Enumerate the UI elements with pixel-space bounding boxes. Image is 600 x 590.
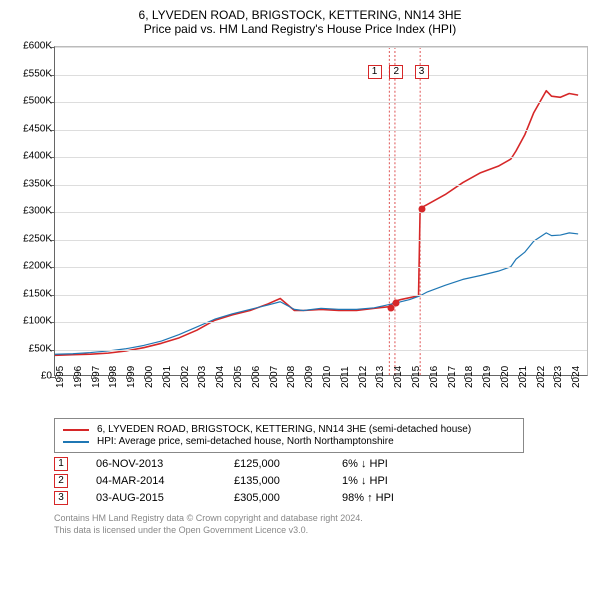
events-table: 1 06-NOV-2013 £125,000 6% ↓ HPI 2 04-MAR-2014… <box>54 457 592 505</box>
event-price: £305,000 <box>234 492 314 504</box>
event-delta: 6% ↓ HPI <box>342 458 388 470</box>
title-line-1: 6, LYVEDEN ROAD, BRIGSTOCK, KETTERING, N… <box>8 8 592 22</box>
x-axis-label: 2008 <box>286 366 297 388</box>
footer-line-2: This data is licensed under the Open Gov… <box>54 525 592 537</box>
x-axis-label: 2023 <box>553 366 564 388</box>
x-axis-label: 2002 <box>180 366 191 388</box>
x-axis-label: 2006 <box>251 366 262 388</box>
legend-swatch <box>63 429 89 431</box>
y-axis-label: £550K <box>12 68 52 79</box>
x-axis-label: 2004 <box>215 366 226 388</box>
legend-row: HPI: Average price, semi-detached house,… <box>63 436 515 447</box>
sale-marker-dot <box>393 299 400 306</box>
y-axis-label: £350K <box>12 178 52 189</box>
y-axis-label: £450K <box>12 123 52 134</box>
event-number-box: 2 <box>54 474 68 488</box>
x-axis-label: 2011 <box>340 366 351 388</box>
legend-swatch <box>63 441 89 443</box>
legend: 6, LYVEDEN ROAD, BRIGSTOCK, KETTERING, N… <box>54 418 524 453</box>
x-axis-label: 1996 <box>73 366 84 388</box>
sale-marker-dot <box>418 206 425 213</box>
x-axis-label: 2022 <box>536 366 547 388</box>
event-price: £125,000 <box>234 458 314 470</box>
legend-label: HPI: Average price, semi-detached house,… <box>97 436 394 447</box>
event-marker-box: 3 <box>415 65 429 79</box>
x-axis-label: 1997 <box>91 366 102 388</box>
y-axis-label: £150K <box>12 288 52 299</box>
sale-marker-dot <box>387 305 394 312</box>
event-row: 3 03-AUG-2015 £305,000 98% ↑ HPI <box>54 491 592 505</box>
y-axis-label: £300K <box>12 206 52 217</box>
y-axis-label: £100K <box>12 316 52 327</box>
x-axis-label: 1999 <box>126 366 137 388</box>
y-axis-label: £250K <box>12 233 52 244</box>
x-axis-label: 2018 <box>464 366 475 388</box>
y-axis-label: £400K <box>12 151 52 162</box>
chart-area: 1995 1996 1997 1998 1999 2000 2001 2002 2003 2004… <box>8 42 592 412</box>
y-axis-label: £50K <box>12 343 52 354</box>
x-axis-label: 2007 <box>269 366 280 388</box>
event-date: 04-MAR-2014 <box>96 475 206 487</box>
event-date: 03-AUG-2015 <box>96 492 206 504</box>
plot-region: 1995199619971998199920002001200220032004… <box>54 46 588 376</box>
event-number-box: 1 <box>54 457 68 471</box>
x-axis-label: 2014 <box>393 366 404 388</box>
x-axis-label: 2019 <box>482 366 493 388</box>
event-delta: 98% ↑ HPI <box>342 492 394 504</box>
legend-row: 6, LYVEDEN ROAD, BRIGSTOCK, KETTERING, N… <box>63 424 515 435</box>
y-axis-label: £500K <box>12 96 52 107</box>
x-axis-label: 2024 <box>571 366 582 388</box>
y-axis-label: £600K <box>12 41 52 52</box>
y-axis-label: £200K <box>12 261 52 272</box>
x-axis-label: 2001 <box>162 366 173 388</box>
x-axis-label: 1995 <box>55 366 66 388</box>
footer-attribution: Contains HM Land Registry data © Crown c… <box>54 513 592 536</box>
x-axis-label: 2009 <box>304 366 315 388</box>
x-axis-label: 2017 <box>447 366 458 388</box>
chart-title: 6, LYVEDEN ROAD, BRIGSTOCK, KETTERING, N… <box>8 8 592 36</box>
event-price: £135,000 <box>234 475 314 487</box>
x-axis-label: 2003 <box>197 366 208 388</box>
event-number-box: 3 <box>54 491 68 505</box>
x-axis-label: 2016 <box>429 366 440 388</box>
event-date: 06-NOV-2013 <box>96 458 206 470</box>
x-axis-label: 2012 <box>358 366 369 388</box>
legend-label: 6, LYVEDEN ROAD, BRIGSTOCK, KETTERING, N… <box>97 424 471 435</box>
event-row: 2 04-MAR-2014 £135,000 1% ↓ HPI <box>54 474 592 488</box>
chart-svg <box>55 47 587 375</box>
x-axis-label: 2021 <box>518 366 529 388</box>
title-line-2: Price paid vs. HM Land Registry's House … <box>8 22 592 36</box>
footer-line-1: Contains HM Land Registry data © Crown c… <box>54 513 592 525</box>
event-marker-box: 1 <box>368 65 382 79</box>
event-row: 1 06-NOV-2013 £125,000 6% ↓ HPI <box>54 457 592 471</box>
x-axis-label: 1998 <box>108 366 119 388</box>
x-axis-label: 2013 <box>375 366 386 388</box>
event-delta: 1% ↓ HPI <box>342 475 388 487</box>
x-axis-label: 2000 <box>144 366 155 388</box>
x-axis-label: 2020 <box>500 366 511 388</box>
x-axis-label: 2005 <box>233 366 244 388</box>
y-axis-label: £0 <box>12 371 52 382</box>
event-marker-box: 2 <box>389 65 403 79</box>
x-axis-label: 2010 <box>322 366 333 388</box>
x-axis-label: 2015 <box>411 366 422 388</box>
